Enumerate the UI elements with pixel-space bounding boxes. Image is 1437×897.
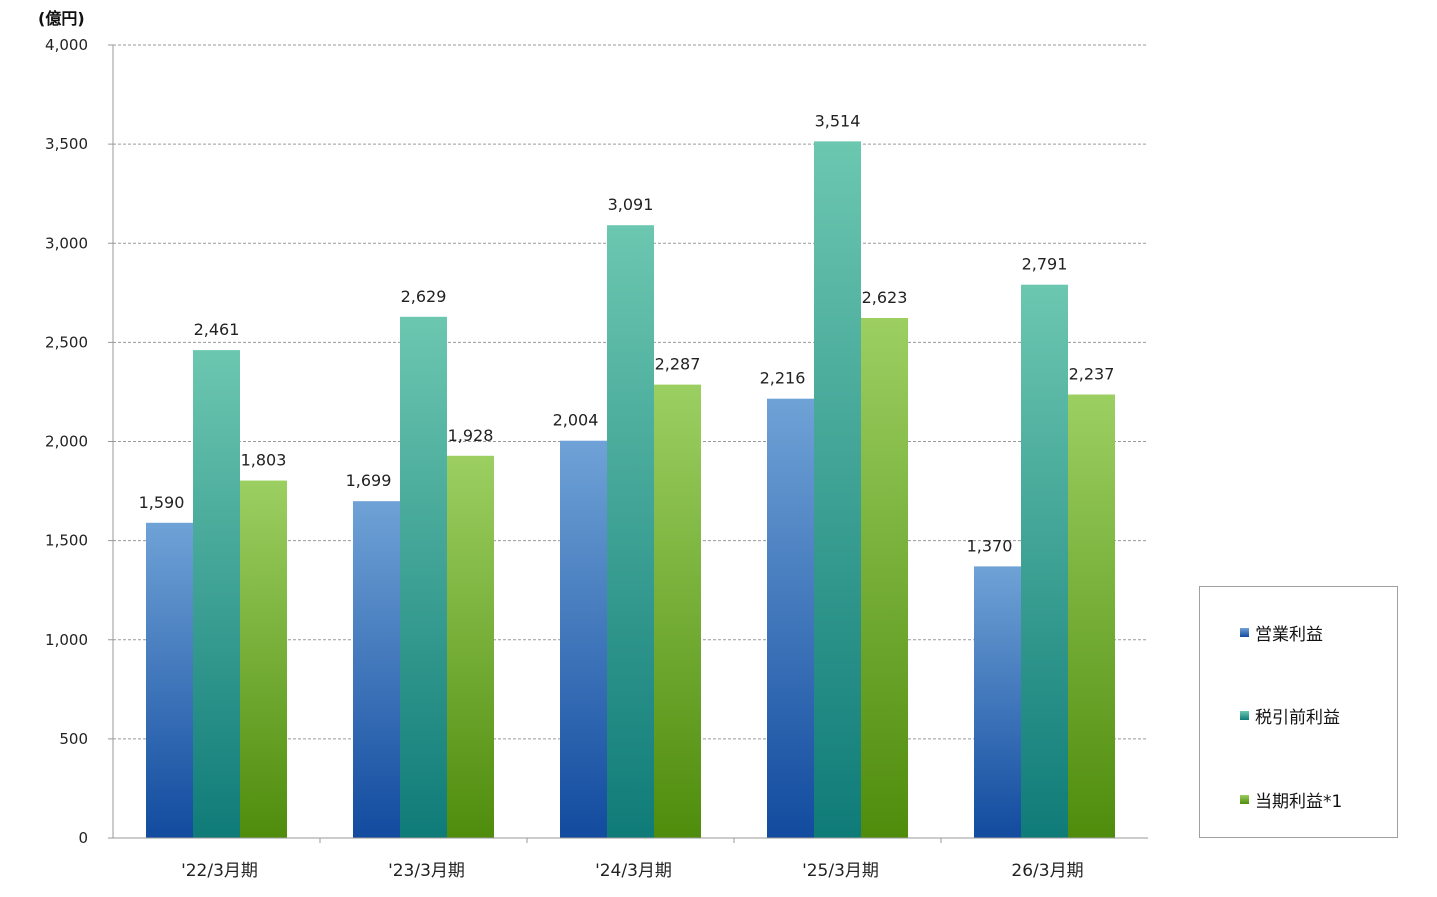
data-label-net-profit: 1,928 <box>448 426 494 445</box>
data-label-net-profit: 2,623 <box>862 288 908 307</box>
data-label-net-profit: 2,237 <box>1069 365 1115 384</box>
x-tick-label: '22/3月期 <box>181 861 258 881</box>
legend-label: 税引前利益 <box>1255 708 1340 728</box>
y-tick-label: 3,500 <box>45 135 88 153</box>
y-tick-label: 2,000 <box>45 433 88 451</box>
data-label-operating-profit: 1,699 <box>346 471 392 490</box>
data-label-operating-profit: 2,004 <box>553 411 599 430</box>
data-label-pretax-profit: 3,514 <box>815 111 861 130</box>
data-label-pretax-profit: 2,461 <box>194 320 240 339</box>
legend-swatch-pretax-profit <box>1240 711 1249 720</box>
bar-pretax-profit <box>1021 284 1068 838</box>
x-tick-label: 26/3月期 <box>1011 861 1083 881</box>
bar-pretax-profit <box>193 350 240 838</box>
data-label-pretax-profit: 3,091 <box>608 195 654 214</box>
legend-item-net-profit: 当期利益*1 <box>1240 787 1342 812</box>
legend-item-operating-profit: 営業利益 <box>1240 620 1323 645</box>
y-tick-label: 3,000 <box>45 234 88 252</box>
bar-operating-profit <box>146 522 193 838</box>
bar-pretax-profit <box>814 141 861 839</box>
data-label-net-profit: 2,287 <box>655 355 701 374</box>
y-tick-label: 500 <box>59 730 88 748</box>
legend: 営業利益 税引前利益 当期利益*1 <box>1199 586 1398 838</box>
y-tick-label: 1,500 <box>45 532 88 550</box>
legend-label: 営業利益 <box>1255 625 1323 645</box>
data-label-operating-profit: 1,370 <box>967 536 1013 555</box>
legend-swatch-net-profit <box>1240 795 1249 804</box>
data-labels: 1,590 2,461 1,803 1,699 2,629 1,928 2,004 3,091… <box>139 111 1115 555</box>
legend-swatch-operating-profit <box>1240 628 1249 637</box>
bar-net-profit <box>654 384 701 838</box>
y-tick-label: 1,000 <box>45 631 88 649</box>
bar-operating-profit <box>767 398 814 838</box>
data-label-pretax-profit: 2,791 <box>1022 255 1068 274</box>
y-tick-label: 2,500 <box>45 333 88 351</box>
y-tick-labels: 0 500 1,000 1,500 2,000 2,500 3,000 3,500 4,000 <box>45 36 88 847</box>
legend-item-pretax-profit: 税引前利益 <box>1240 703 1340 728</box>
data-label-operating-profit: 1,590 <box>139 493 185 512</box>
y-tick-label: 0 <box>78 829 88 847</box>
x-tick-label: '24/3月期 <box>595 861 672 881</box>
bar-operating-profit <box>353 501 400 838</box>
y-unit-label: (億円) <box>38 9 85 28</box>
bar-operating-profit <box>974 566 1021 838</box>
bar-net-profit <box>240 480 287 838</box>
x-tick-label: '25/3月期 <box>802 861 879 881</box>
data-label-net-profit: 1,803 <box>241 451 287 470</box>
bar-net-profit <box>1068 394 1115 838</box>
data-label-operating-profit: 2,216 <box>760 369 806 388</box>
x-tick-label: '23/3月期 <box>388 861 465 881</box>
y-tick-label: 4,000 <box>45 36 88 54</box>
bar-operating-profit <box>560 440 607 838</box>
legend-label: 当期利益*1 <box>1255 792 1343 812</box>
bar-net-profit <box>447 455 494 838</box>
bar-pretax-profit <box>607 225 654 839</box>
bar-pretax-profit <box>400 316 447 838</box>
bars <box>146 141 1115 839</box>
x-tick-labels: '22/3月期 '23/3月期 '24/3月期 '25/3月期 26/3月期 <box>181 838 1084 881</box>
bar-net-profit <box>861 317 908 839</box>
data-label-pretax-profit: 2,629 <box>401 287 447 306</box>
